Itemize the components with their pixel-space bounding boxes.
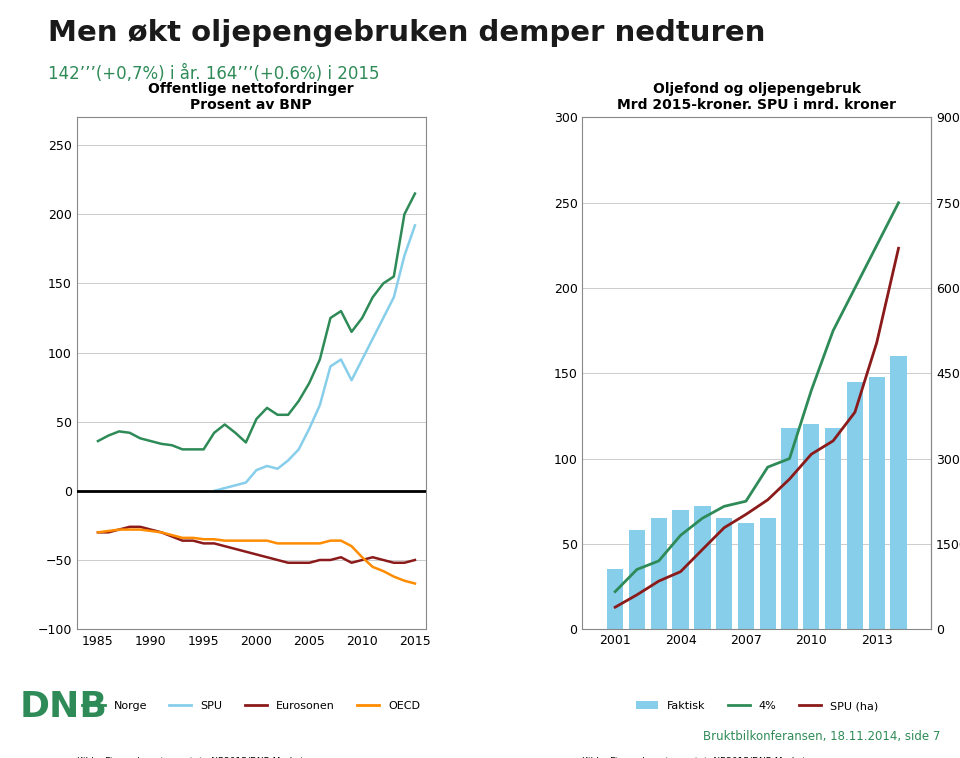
Text: DNB: DNB	[19, 690, 108, 724]
Bar	[869, 377, 885, 629]
Bar	[672, 509, 688, 629]
Bar	[738, 523, 755, 629]
Bar	[847, 382, 863, 629]
Title: Offentlige nettofordringer
Prosent av BNP: Offentlige nettofordringer Prosent av BN…	[149, 82, 354, 112]
Bar	[759, 518, 776, 629]
Bar	[607, 569, 623, 629]
Text: Bruktbilkonferansen, 18.11.2014, side 7: Bruktbilkonferansen, 18.11.2014, side 7	[704, 730, 941, 743]
Bar	[890, 356, 906, 629]
Title: Oljefond og oljepengebruk
Mrd 2015-kroner. SPU i mrd. kroner: Oljefond og oljepengebruk Mrd 2015-krone…	[617, 82, 897, 112]
Text: Men økt oljepengebruken demper nedturen: Men økt oljepengebruken demper nedturen	[48, 19, 765, 47]
Bar	[804, 424, 820, 629]
Bar	[781, 428, 798, 629]
Bar	[629, 531, 645, 629]
Bar	[716, 518, 732, 629]
Bar	[694, 506, 710, 629]
Text: Kilde: Finansdepartementet.  NB2015/DNB Markets: Kilde: Finansdepartementet. NB2015/DNB M…	[77, 757, 308, 758]
Text: 142’’’(+0,7%) i år. 164’’’(+0.6%) i 2015: 142’’’(+0,7%) i år. 164’’’(+0.6%) i 2015	[48, 64, 379, 83]
Legend: Norge, SPU, Eurosonen, OECD: Norge, SPU, Eurosonen, OECD	[78, 697, 424, 716]
Bar	[825, 428, 841, 629]
Legend: Faktisk, 4%, SPU (ha): Faktisk, 4%, SPU (ha)	[632, 697, 882, 716]
Bar	[651, 518, 667, 629]
Text: Kilde: Finansdepartementet. NB2015/DNB Markets: Kilde: Finansdepartementet. NB2015/DNB M…	[583, 757, 811, 758]
